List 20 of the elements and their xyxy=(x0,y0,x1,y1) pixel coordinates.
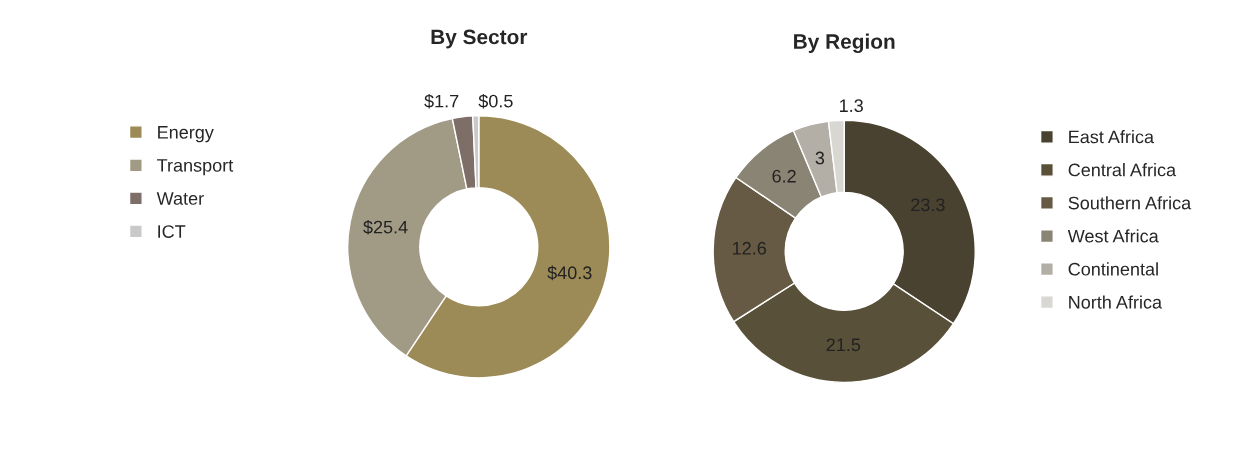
legend-label: East Africa xyxy=(1069,130,1155,144)
data-label: 12.6 xyxy=(733,241,766,255)
data-label: $25.4 xyxy=(363,219,408,235)
data-label: 6.2 xyxy=(772,169,796,183)
data-label: $40.3 xyxy=(547,265,592,281)
chart-title: By Region xyxy=(794,33,895,54)
legend-label: ICT xyxy=(158,225,186,238)
legend-label: Southern Africa xyxy=(1068,196,1192,210)
chart-title: By Sector xyxy=(431,29,528,49)
legend-label: Water xyxy=(156,192,204,205)
data-label: $1.7 xyxy=(424,93,459,109)
legend-label: Central Africa xyxy=(1068,163,1177,177)
legend-label: North Africa xyxy=(1069,295,1163,309)
legend-label: Energy xyxy=(158,126,214,143)
data-label: 1.3 xyxy=(840,99,863,113)
data-label: $0.5 xyxy=(478,93,513,109)
legend-label: Continental xyxy=(1068,262,1158,276)
data-label: 3 xyxy=(815,151,825,165)
legend-label: Transport xyxy=(157,159,234,176)
legend-label: West Africa xyxy=(1067,229,1159,243)
